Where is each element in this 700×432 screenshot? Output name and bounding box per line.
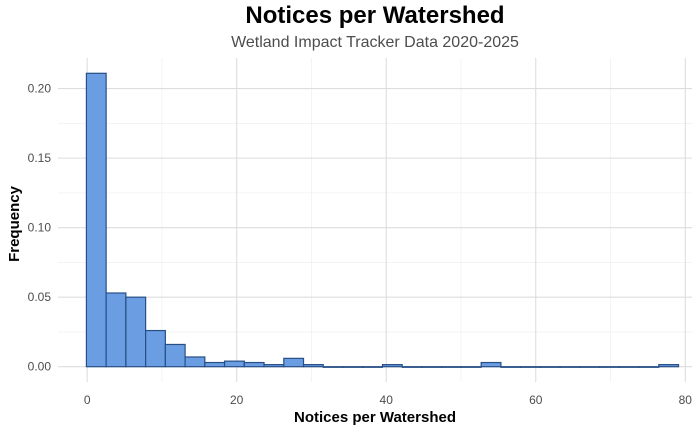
x-tick-label: 20: [230, 393, 244, 407]
histogram-bar: [381, 364, 403, 368]
histogram-bar: [520, 366, 541, 368]
y-tick-label: 0.00: [28, 360, 52, 374]
histogram-bar: [598, 366, 620, 368]
histogram-bar: [500, 366, 522, 368]
chart-subtitle: Wetland Impact Tracker Data 2020-2025: [231, 34, 519, 51]
histogram-bar: [539, 366, 561, 368]
y-axis-title: Frequency: [6, 185, 23, 262]
histogram-bar: [145, 329, 166, 368]
histogram-bar: [204, 361, 226, 368]
histogram-bar: [243, 361, 265, 368]
axis-ticks: 0 20 40 60 80 0.00 0.05 0.10 0.15 0.20: [28, 82, 693, 407]
histogram-bar: [125, 296, 147, 368]
histogram-bar: [342, 366, 364, 368]
y-tick-label: 0.05: [28, 290, 52, 304]
histogram-bar: [105, 292, 127, 368]
x-tick-label: 80: [679, 393, 693, 407]
histogram-bar: [658, 364, 680, 368]
x-tick-label: 60: [529, 393, 543, 407]
histogram-bar: [164, 343, 186, 368]
histogram-bars: [85, 72, 680, 368]
histogram-bar: [579, 366, 601, 368]
histogram-bar: [184, 356, 206, 368]
histogram-bar: [263, 364, 285, 368]
histogram-bar: [638, 366, 660, 368]
histogram-bar: [401, 366, 423, 368]
y-tick-label: 0.20: [28, 82, 52, 96]
histogram-bar: [362, 366, 384, 368]
x-tick-label: 0: [84, 393, 91, 407]
histogram-bar: [460, 366, 482, 368]
x-tick-label: 40: [380, 393, 394, 407]
histogram-bar: [559, 366, 581, 368]
x-axis-title: Notices per Watershed: [294, 409, 456, 426]
histogram-bar: [421, 366, 443, 368]
histogram-bar: [85, 72, 107, 368]
histogram-bar: [441, 366, 463, 368]
histogram-bar: [283, 357, 305, 368]
histogram-bar: [618, 366, 640, 368]
histogram-bar: [322, 366, 344, 368]
chart-title: Notices per Watershed: [245, 2, 505, 29]
y-tick-label: 0.15: [28, 151, 52, 165]
histogram-bar: [223, 360, 245, 368]
y-tick-label: 0.10: [28, 221, 52, 235]
histogram-bar: [302, 364, 324, 368]
histogram-bar: [480, 361, 502, 368]
